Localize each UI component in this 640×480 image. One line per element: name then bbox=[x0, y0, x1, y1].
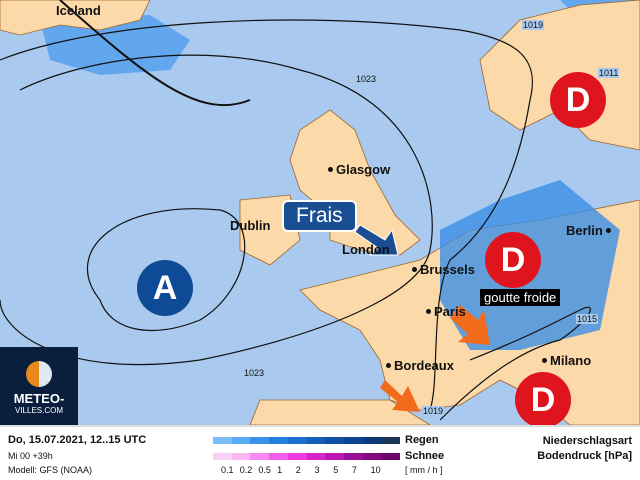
city-dot bbox=[412, 267, 417, 272]
color-swatch bbox=[213, 437, 232, 444]
city-brussels: Brussels bbox=[412, 262, 475, 277]
scale-tick: 3 bbox=[314, 465, 320, 475]
logo-text: VILLES.COM bbox=[14, 406, 63, 415]
arrows bbox=[380, 305, 490, 412]
isobar-label: 1011 bbox=[598, 68, 620, 78]
isobar-label: 1019 bbox=[422, 406, 445, 416]
city-london: London bbox=[342, 242, 390, 257]
city-bordeaux: Bordeaux bbox=[386, 358, 454, 373]
legend: Do, 15.07.2021, 12..15 UTC Mi 00 +39h Mo… bbox=[0, 425, 640, 480]
high-pressure-marker: A bbox=[137, 260, 193, 316]
city-name: Milano bbox=[550, 353, 592, 368]
scale-tick: 10 bbox=[370, 465, 381, 475]
city-dot bbox=[542, 358, 547, 363]
frais-label: Frais bbox=[282, 200, 357, 232]
isobar-label: 1019 bbox=[522, 20, 545, 30]
unit-label: [ mm / h ] bbox=[405, 465, 443, 475]
color-swatch bbox=[287, 453, 307, 460]
city-dublin: Dublin bbox=[230, 218, 270, 233]
scale-tick: 7 bbox=[351, 465, 357, 475]
color-swatch bbox=[381, 437, 401, 444]
label-iceland: Iceland bbox=[56, 3, 101, 18]
color-swatch bbox=[231, 453, 251, 460]
color-swatch bbox=[306, 453, 326, 460]
city-dot bbox=[386, 363, 391, 368]
city-dot bbox=[426, 309, 431, 314]
low-pressure-marker: D bbox=[550, 72, 606, 128]
color-swatch bbox=[250, 437, 270, 444]
scale-tick: 2 bbox=[295, 465, 301, 475]
city-name: Bordeaux bbox=[394, 358, 454, 373]
color-swatch bbox=[325, 453, 344, 460]
color-swatch bbox=[381, 453, 401, 460]
logo-icon bbox=[26, 361, 52, 387]
city-name: London bbox=[342, 242, 390, 257]
scale-tick: 0.5 bbox=[258, 465, 271, 475]
isobar-label: 1023 bbox=[243, 368, 266, 378]
color-swatch bbox=[269, 437, 288, 444]
low-pressure-marker: D bbox=[515, 372, 571, 428]
weather-map bbox=[0, 0, 640, 425]
logo-text: METEO- bbox=[13, 391, 65, 406]
color-swatch bbox=[269, 453, 288, 460]
snow-color-scale bbox=[213, 453, 401, 460]
city-name: Brussels bbox=[420, 262, 475, 277]
color-swatch bbox=[325, 437, 344, 444]
color-swatch bbox=[343, 453, 363, 460]
city-name: Paris bbox=[434, 304, 466, 319]
rain-color-scale bbox=[213, 437, 401, 444]
city-glasgow: Glasgow bbox=[328, 162, 390, 177]
color-swatch bbox=[213, 453, 232, 460]
city-milano: Milano bbox=[542, 353, 591, 368]
city-name: Dublin bbox=[230, 218, 271, 233]
scale-tick: 0.2 bbox=[239, 465, 253, 475]
color-swatch bbox=[287, 437, 307, 444]
snow-label: Schnee bbox=[405, 450, 445, 462]
city-dot bbox=[605, 228, 611, 233]
low-pressure-marker: D bbox=[485, 232, 541, 288]
goutte-froide-label: goutte froide bbox=[480, 289, 561, 306]
model-name: Modell: GFS (NOAA) bbox=[8, 465, 93, 475]
rain-label: Regen bbox=[405, 434, 439, 446]
color-swatch bbox=[362, 437, 382, 444]
isobar-label: 1023 bbox=[355, 74, 378, 84]
color-swatch bbox=[343, 437, 363, 444]
city-name: Glasgow bbox=[336, 162, 391, 177]
isobars bbox=[0, 0, 591, 421]
scale-tick: 1 bbox=[277, 465, 283, 475]
scale-tick: 5 bbox=[333, 465, 339, 475]
color-swatch bbox=[362, 453, 382, 460]
logo: METEO- VILLES.COM bbox=[0, 347, 78, 425]
city-paris: Paris bbox=[426, 304, 466, 319]
color-swatch bbox=[231, 437, 251, 444]
color-swatch bbox=[250, 453, 270, 460]
scale-ticks: 0.1 0.2 0.5 1 2 3 5 7 10 bbox=[213, 465, 400, 477]
legend-title-pressure: Bodendruck [hPa] bbox=[537, 450, 632, 462]
city-name: Berlin bbox=[566, 223, 603, 238]
color-swatch bbox=[306, 437, 326, 444]
legend-title-type: Niederschlagsart bbox=[542, 435, 632, 447]
city-berlin: Berlin bbox=[566, 223, 611, 238]
frais-arrow bbox=[354, 224, 399, 256]
forecast-date: Do, 15.07.2021, 12..15 UTC bbox=[8, 434, 147, 446]
city-dot bbox=[328, 167, 333, 172]
model-run: Mi 00 +39h bbox=[8, 451, 53, 461]
city-name: Iceland bbox=[56, 3, 101, 18]
isobar-label: 1015 bbox=[576, 314, 599, 324]
scale-tick: 0.1 bbox=[221, 465, 234, 475]
